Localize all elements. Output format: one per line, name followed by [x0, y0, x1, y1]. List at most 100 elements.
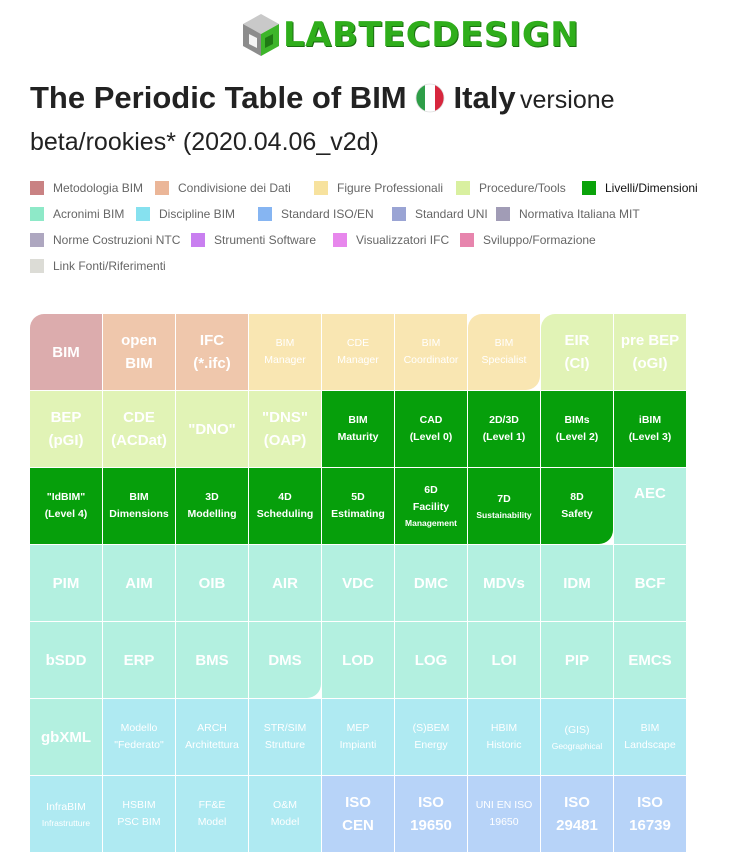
- element-cell[interactable]: ERP: [103, 622, 175, 698]
- element-cell[interactable]: CDE Manager: [322, 314, 394, 390]
- element-cell[interactable]: EIR (CI): [541, 314, 613, 390]
- element-cell[interactable]: DMC: [395, 545, 467, 621]
- element-cell[interactable]: iBIM (Level 3): [614, 391, 686, 467]
- element-symbol: gbXML: [41, 728, 91, 746]
- element-cell[interactable]: BIM Maturity: [322, 391, 394, 467]
- element-symbol: InfraBIM: [46, 800, 86, 813]
- legend-item[interactable]: Standard UNI: [392, 204, 488, 224]
- element-cell[interactable]: HSBIM PSC BIM: [103, 776, 175, 852]
- legend-item[interactable]: Procedure/Tools: [456, 178, 566, 198]
- element-cell[interactable]: BMS: [176, 622, 248, 698]
- element-cell[interactable]: "DNO": [176, 391, 248, 467]
- element-cell[interactable]: DMS: [249, 622, 321, 698]
- element-cell[interactable]: ISO 19650: [395, 776, 467, 852]
- element-cell[interactable]: 8D Safety: [541, 468, 613, 544]
- legend-swatch: [314, 181, 328, 195]
- element-cell[interactable]: BIM Dimensions: [103, 468, 175, 544]
- legend-label: Standard UNI: [415, 207, 488, 221]
- element-cell[interactable]: ARCH Architettura: [176, 699, 248, 775]
- element-cell[interactable]: MEP Impianti: [322, 699, 394, 775]
- element-cell[interactable]: CDE (ACDat): [103, 391, 175, 467]
- element-cell[interactable]: 6D Facility Management: [395, 468, 467, 544]
- element-cell[interactable]: BEP (pGI): [30, 391, 102, 467]
- element-cell[interactable]: ISO 16739: [614, 776, 686, 852]
- element-cell[interactable]: BIM Manager: [249, 314, 321, 390]
- element-cell[interactable]: AEC: [614, 468, 686, 544]
- element-label: Infrastrutture: [41, 817, 91, 828]
- element-cell[interactable]: PIM: [30, 545, 102, 621]
- element-cell[interactable]: BIM Coordinator: [395, 314, 467, 390]
- element-cell[interactable]: InfraBIM Infrastrutture: [30, 776, 102, 852]
- legend-item[interactable]: Sviluppo/Formazione: [460, 230, 596, 250]
- element-cell[interactable]: IFC (*.ifc): [176, 314, 248, 390]
- element-cell[interactable]: CAD (Level 0): [395, 391, 467, 467]
- element-cell[interactable]: ISO CEN: [322, 776, 394, 852]
- legend-item[interactable]: Livelli/Dimensioni: [582, 178, 698, 198]
- legend-swatch: [136, 207, 150, 221]
- element-cell[interactable]: BIMs (Level 2): [541, 391, 613, 467]
- element-cell[interactable]: BIM Specialist: [468, 314, 540, 390]
- legend-item[interactable]: Norme Costruzioni NTC: [30, 230, 180, 250]
- legend-item[interactable]: Normativa Italiana MIT: [496, 204, 640, 224]
- element-cell[interactable]: ISO 29481: [541, 776, 613, 852]
- element-cell[interactable]: AIM: [103, 545, 175, 621]
- element-label: CEN: [342, 817, 374, 834]
- element-cell[interactable]: VDC: [322, 545, 394, 621]
- element-cell[interactable]: BIM: [30, 314, 102, 390]
- element-label: (ACDat): [111, 432, 167, 449]
- legend-item[interactable]: Discipline BIM: [136, 204, 235, 224]
- element-cell[interactable]: open BIM: [103, 314, 175, 390]
- element-cell[interactable]: (GIS) Geographical: [541, 699, 613, 775]
- element-cell[interactable]: Modello "Federato": [103, 699, 175, 775]
- element-cell[interactable]: 4D Scheduling: [249, 468, 321, 544]
- element-cell[interactable]: UNI EN ISO 19650: [468, 776, 540, 852]
- element-cell[interactable]: bSDD: [30, 622, 102, 698]
- legend-swatch: [30, 207, 44, 221]
- element-symbol: pre BEP: [620, 332, 680, 349]
- element-symbol: BIM: [52, 343, 80, 361]
- legend-item[interactable]: Standard ISO/EN: [258, 204, 374, 224]
- legend-label: Livelli/Dimensioni: [605, 181, 698, 195]
- element-label: Estimating: [331, 508, 385, 520]
- element-cell[interactable]: LOD: [322, 622, 394, 698]
- element-cell[interactable]: OIB: [176, 545, 248, 621]
- legend-swatch: [30, 181, 44, 195]
- legend-item[interactable]: Acronimi BIM: [30, 204, 124, 224]
- element-symbol: BIM: [494, 337, 514, 349]
- element-cell[interactable]: (S)BEM Energy: [395, 699, 467, 775]
- element-cell[interactable]: MDVs: [468, 545, 540, 621]
- element-cell[interactable]: BCF: [614, 545, 686, 621]
- legend-item[interactable]: Figure Professionali: [314, 178, 443, 198]
- element-cell[interactable]: AIR: [249, 545, 321, 621]
- element-symbol: EMCS: [628, 651, 672, 669]
- legend-item[interactable]: Strumenti Software: [191, 230, 316, 250]
- legend-item[interactable]: Link Fonti/Riferimenti: [30, 256, 166, 276]
- element-cell[interactable]: IDM: [541, 545, 613, 621]
- element-symbol: OIB: [198, 574, 226, 592]
- element-cell[interactable]: gbXML: [30, 699, 102, 775]
- element-cell[interactable]: 5D Estimating: [322, 468, 394, 544]
- element-cell[interactable]: EMCS: [614, 622, 686, 698]
- element-cell[interactable]: 3D Modelling: [176, 468, 248, 544]
- element-symbol: O&M: [273, 799, 297, 811]
- element-symbol: (GIS): [564, 723, 590, 736]
- element-label: 19650: [489, 816, 519, 828]
- legend-item[interactable]: Visualizzatori IFC: [333, 230, 449, 250]
- element-cell[interactable]: pre BEP (oGI): [614, 314, 686, 390]
- element-label: (pGI): [48, 432, 84, 449]
- element-cell[interactable]: "DNS" (OAP): [249, 391, 321, 467]
- element-cell[interactable]: O&M Model: [249, 776, 321, 852]
- element-cell[interactable]: LOI: [468, 622, 540, 698]
- element-cell[interactable]: "IdBIM" (Level 4): [30, 468, 102, 544]
- legend-item[interactable]: Metodologia BIM: [30, 178, 143, 198]
- element-cell[interactable]: STR/SIM Strutture: [249, 699, 321, 775]
- element-cell[interactable]: BIM Landscape: [614, 699, 686, 775]
- legend-label: Metodologia BIM: [53, 181, 144, 195]
- element-cell[interactable]: PIP: [541, 622, 613, 698]
- element-cell[interactable]: LOG: [395, 622, 467, 698]
- element-cell[interactable]: FF&E Model: [176, 776, 248, 852]
- legend-item[interactable]: Condivisione dei Dati: [155, 178, 291, 198]
- element-cell[interactable]: 7D Sustainability: [468, 468, 540, 544]
- element-cell[interactable]: 2D/3D (Level 1): [468, 391, 540, 467]
- element-cell[interactable]: HBIM Historic: [468, 699, 540, 775]
